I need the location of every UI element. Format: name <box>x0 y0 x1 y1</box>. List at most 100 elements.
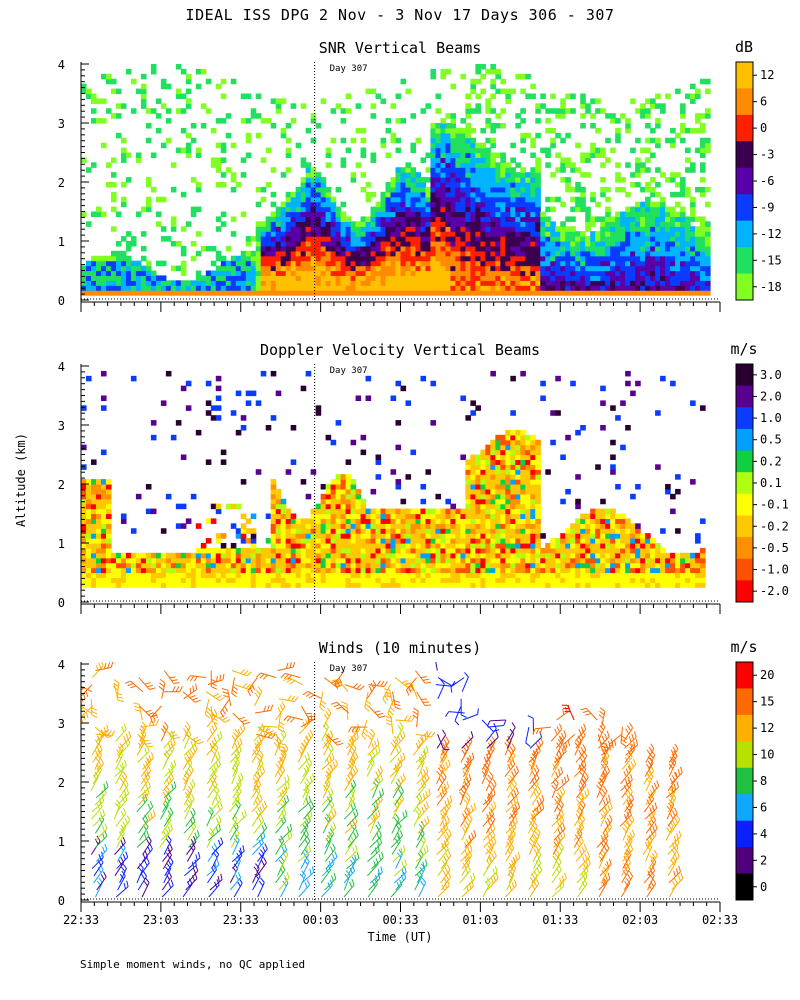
heatmap-cell <box>490 469 496 475</box>
heatmap-cell <box>520 464 526 470</box>
heatmap-cell <box>510 265 516 272</box>
heatmap-cell <box>430 137 437 144</box>
heatmap-cell <box>120 157 127 163</box>
heatmap-cell <box>350 484 357 490</box>
heatmap-cell <box>695 275 701 281</box>
heatmap-cell <box>435 508 442 515</box>
heatmap-cell <box>305 275 312 281</box>
heatmap-cell <box>665 206 671 213</box>
heatmap-cell <box>340 498 347 505</box>
heatmap-cell <box>530 567 536 574</box>
heatmap-cell <box>240 577 247 583</box>
heatmap-cell <box>405 221 412 227</box>
heatmap-cell <box>680 250 686 257</box>
heatmap-cell <box>275 280 282 286</box>
heatmap-cell <box>385 206 392 213</box>
heatmap-cell <box>565 577 571 583</box>
heatmap-cell <box>330 543 337 549</box>
heatmap-cell <box>395 191 402 198</box>
heatmap-cell <box>600 523 606 529</box>
heatmap-cell <box>675 226 681 232</box>
heatmap-cell <box>275 518 282 524</box>
heatmap-cell <box>475 508 481 515</box>
heatmap-cell <box>605 557 611 564</box>
heatmap-cell <box>165 493 172 500</box>
heatmap-cell <box>510 528 516 534</box>
heatmap-cell <box>700 216 706 222</box>
heatmap-cell <box>245 528 252 534</box>
heatmap-cell <box>345 567 352 574</box>
heatmap-cell <box>530 93 536 100</box>
heatmap-cell <box>360 552 367 559</box>
heatmap-cell <box>450 137 457 144</box>
heatmap-cell <box>270 543 277 549</box>
heatmap-cell <box>530 464 536 470</box>
heatmap-cell <box>320 206 327 213</box>
heatmap-cell <box>380 508 387 515</box>
heatmap-cell <box>415 241 422 247</box>
heatmap-cell <box>375 255 382 262</box>
heatmap-cell <box>95 498 102 505</box>
heatmap-cell <box>460 167 466 173</box>
heatmap-cell <box>425 196 432 203</box>
heatmap-cell <box>425 572 432 579</box>
heatmap-cell <box>120 567 127 574</box>
heatmap-cell <box>245 562 252 569</box>
heatmap-cell <box>185 557 192 564</box>
heatmap-cell <box>515 241 521 247</box>
heatmap-cell <box>495 216 501 222</box>
heatmap-cell <box>615 557 621 564</box>
heatmap-cell <box>580 93 586 100</box>
heatmap-cell <box>555 260 561 267</box>
heatmap-cell <box>560 543 566 549</box>
heatmap-cell <box>445 260 452 267</box>
heatmap-cell <box>315 265 322 272</box>
heatmap-cell <box>315 182 322 188</box>
heatmap-cell <box>535 132 541 139</box>
heatmap-cell <box>500 523 506 529</box>
heatmap-cell <box>690 98 696 104</box>
heatmap-cell <box>140 265 147 272</box>
heatmap-cell <box>475 405 481 411</box>
heatmap-cell <box>550 172 556 178</box>
heatmap-cell <box>100 533 107 539</box>
heatmap-cell <box>510 221 516 227</box>
heatmap-cell <box>560 103 566 109</box>
heatmap-cell <box>335 290 342 296</box>
heatmap-cell <box>470 400 476 406</box>
heatmap-cell <box>280 290 287 296</box>
heatmap-cell <box>475 147 481 154</box>
heatmap-cell <box>485 162 491 168</box>
heatmap-cell <box>255 201 262 208</box>
heatmap-cell <box>520 370 526 377</box>
heatmap-cell <box>530 543 536 549</box>
heatmap-cell <box>105 528 112 534</box>
heatmap-cell <box>530 275 536 281</box>
heatmap-cell <box>685 265 691 272</box>
heatmap-cell <box>560 157 566 163</box>
heatmap-cell <box>320 255 327 262</box>
heatmap-cell <box>470 206 476 213</box>
heatmap-cell <box>500 182 506 188</box>
heatmap-cell <box>610 518 616 524</box>
heatmap-cell <box>355 538 362 544</box>
heatmap-cell <box>265 425 272 431</box>
heatmap-cell <box>525 439 531 446</box>
heatmap-cell <box>155 127 162 134</box>
heatmap-cell <box>100 572 107 579</box>
heatmap-cell <box>410 255 417 262</box>
heatmap-cell <box>425 231 432 237</box>
heatmap-cell <box>350 280 357 286</box>
heatmap-cell <box>300 260 307 267</box>
heatmap-cell <box>455 137 461 144</box>
heatmap-cell <box>440 533 447 539</box>
heatmap-cell <box>320 290 327 296</box>
heatmap-cell <box>465 191 471 198</box>
heatmap-cell <box>595 562 601 569</box>
heatmap-cell <box>490 454 496 461</box>
heatmap-cell <box>435 280 442 286</box>
heatmap-cell <box>195 147 202 154</box>
heatmap-cell <box>195 152 202 159</box>
heatmap-cell <box>430 557 437 564</box>
heatmap-cell <box>555 245 561 252</box>
